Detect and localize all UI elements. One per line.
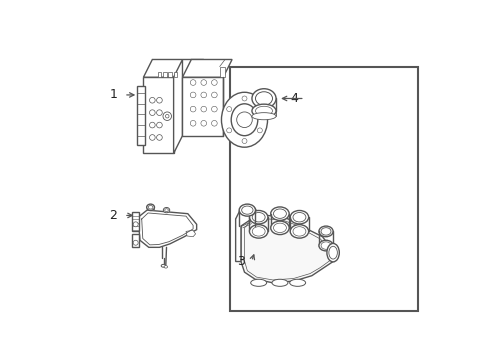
Circle shape bbox=[242, 139, 246, 144]
Ellipse shape bbox=[290, 211, 308, 224]
Circle shape bbox=[211, 92, 217, 98]
Circle shape bbox=[190, 92, 196, 98]
Circle shape bbox=[149, 110, 155, 116]
Ellipse shape bbox=[251, 104, 276, 118]
Circle shape bbox=[190, 106, 196, 112]
Ellipse shape bbox=[292, 227, 305, 236]
Ellipse shape bbox=[249, 225, 267, 238]
Polygon shape bbox=[185, 230, 195, 237]
Polygon shape bbox=[235, 205, 256, 261]
Circle shape bbox=[156, 98, 162, 103]
Circle shape bbox=[211, 80, 217, 85]
Circle shape bbox=[156, 122, 162, 128]
Ellipse shape bbox=[163, 266, 167, 268]
Circle shape bbox=[257, 107, 262, 112]
Ellipse shape bbox=[252, 227, 264, 236]
Text: 2: 2 bbox=[109, 209, 117, 222]
Circle shape bbox=[201, 80, 206, 85]
Circle shape bbox=[149, 122, 155, 128]
Bar bbox=[147, 207, 154, 211]
Ellipse shape bbox=[321, 228, 330, 235]
Ellipse shape bbox=[270, 207, 288, 220]
Circle shape bbox=[156, 135, 162, 140]
Ellipse shape bbox=[164, 209, 168, 212]
Polygon shape bbox=[182, 77, 223, 136]
Ellipse shape bbox=[161, 264, 165, 267]
Polygon shape bbox=[182, 59, 232, 77]
Ellipse shape bbox=[148, 206, 153, 209]
Ellipse shape bbox=[241, 206, 252, 214]
Bar bbox=[163, 72, 166, 77]
Circle shape bbox=[163, 112, 171, 121]
Ellipse shape bbox=[250, 279, 266, 286]
Ellipse shape bbox=[328, 246, 337, 259]
Bar bbox=[132, 234, 139, 247]
Circle shape bbox=[201, 106, 206, 112]
Ellipse shape bbox=[255, 106, 272, 116]
Bar bbox=[137, 86, 144, 145]
Bar bbox=[157, 72, 161, 77]
Ellipse shape bbox=[321, 242, 330, 249]
Polygon shape bbox=[143, 59, 203, 77]
Circle shape bbox=[257, 128, 262, 133]
Circle shape bbox=[190, 80, 196, 85]
Polygon shape bbox=[173, 59, 182, 153]
Ellipse shape bbox=[249, 211, 267, 224]
Circle shape bbox=[133, 222, 138, 227]
Ellipse shape bbox=[326, 243, 339, 262]
Ellipse shape bbox=[251, 113, 276, 120]
Circle shape bbox=[149, 135, 155, 140]
Ellipse shape bbox=[273, 209, 286, 219]
Ellipse shape bbox=[289, 279, 305, 286]
Circle shape bbox=[149, 98, 155, 103]
Circle shape bbox=[242, 96, 246, 101]
Circle shape bbox=[165, 114, 169, 118]
Ellipse shape bbox=[239, 204, 255, 216]
Ellipse shape bbox=[270, 221, 288, 235]
Circle shape bbox=[190, 121, 196, 126]
Ellipse shape bbox=[318, 240, 332, 251]
Circle shape bbox=[156, 110, 162, 116]
Circle shape bbox=[211, 106, 217, 112]
Ellipse shape bbox=[163, 207, 169, 213]
Polygon shape bbox=[138, 210, 196, 247]
Ellipse shape bbox=[318, 226, 332, 237]
Ellipse shape bbox=[146, 204, 154, 211]
Circle shape bbox=[211, 121, 217, 126]
Ellipse shape bbox=[255, 92, 272, 105]
Text: 1: 1 bbox=[109, 89, 117, 102]
Ellipse shape bbox=[252, 212, 264, 222]
Text: 3: 3 bbox=[237, 255, 244, 268]
Circle shape bbox=[236, 112, 252, 127]
Circle shape bbox=[133, 240, 138, 245]
Bar bbox=[132, 212, 139, 231]
Circle shape bbox=[201, 121, 206, 126]
Bar bbox=[168, 72, 171, 77]
Ellipse shape bbox=[292, 212, 305, 222]
Bar bbox=[219, 67, 224, 77]
Ellipse shape bbox=[271, 279, 287, 286]
Ellipse shape bbox=[273, 223, 286, 233]
Bar bbox=[230, 67, 417, 311]
Ellipse shape bbox=[251, 89, 276, 108]
Polygon shape bbox=[241, 215, 332, 283]
Circle shape bbox=[226, 128, 231, 133]
Text: 4: 4 bbox=[289, 92, 298, 105]
Bar bbox=[143, 77, 173, 153]
Circle shape bbox=[201, 92, 206, 98]
Bar bbox=[173, 72, 177, 77]
Circle shape bbox=[226, 107, 231, 112]
Ellipse shape bbox=[290, 225, 308, 238]
Ellipse shape bbox=[231, 104, 257, 136]
Ellipse shape bbox=[221, 92, 267, 147]
